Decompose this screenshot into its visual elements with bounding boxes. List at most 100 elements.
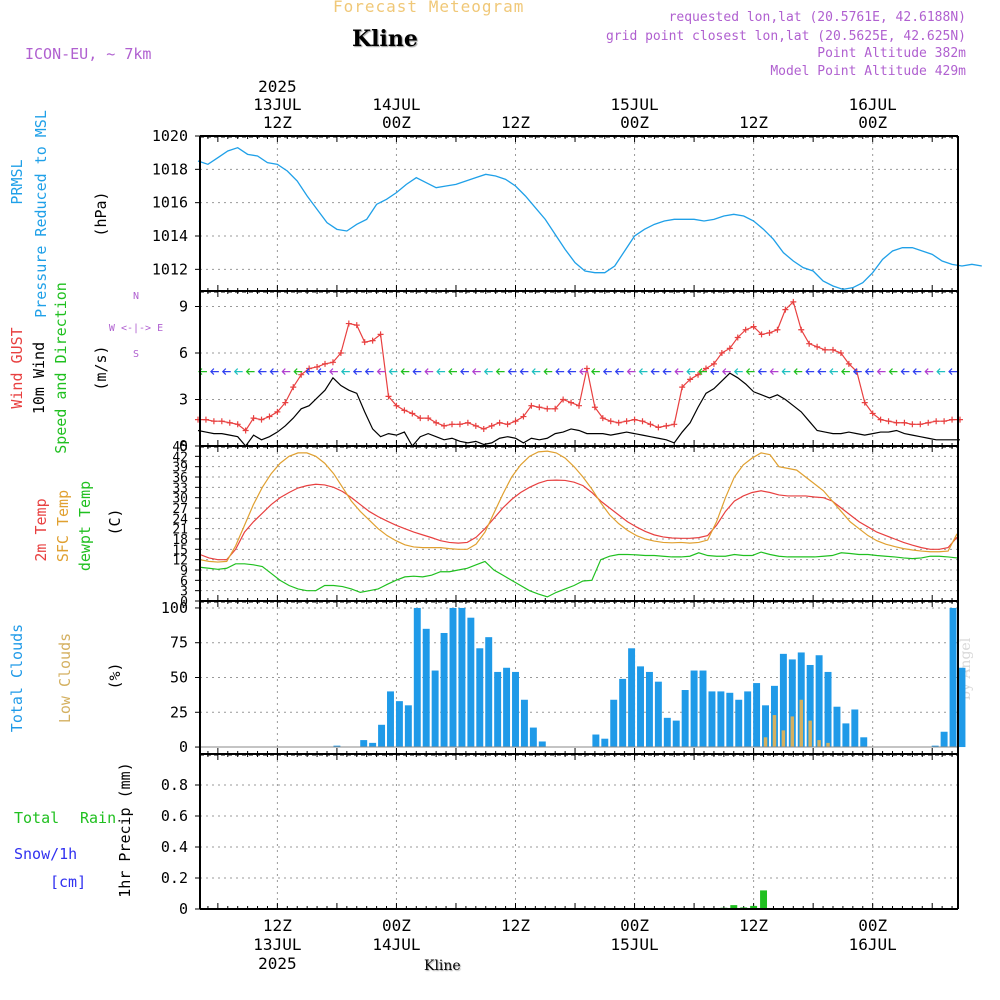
total-cloud-bar xyxy=(610,699,618,748)
y-tick-label: 0.8 xyxy=(161,776,188,794)
total-cloud-bar xyxy=(681,690,689,748)
wind-gust-marker xyxy=(607,418,614,425)
wind-arrow xyxy=(352,368,362,376)
wind-arrow xyxy=(662,368,672,376)
total-cloud-bar xyxy=(395,701,403,748)
total-cloud-bar xyxy=(404,705,412,748)
total-cloud-bar xyxy=(753,683,761,748)
temp-sfc-line xyxy=(199,450,958,563)
wind-arrow xyxy=(495,368,505,376)
total-cloud-bar xyxy=(645,671,653,748)
total-cloud-bar xyxy=(369,742,377,748)
total-cloud-bar xyxy=(779,653,787,748)
wind-gust-marker xyxy=(361,339,368,346)
low-clouds-label: Low Clouds xyxy=(56,633,74,723)
time-label-top: 00Z xyxy=(858,113,887,132)
y-tick-label: 6 xyxy=(179,344,188,362)
total-cloud-bar xyxy=(619,678,627,748)
time-label-bottom: 14JUL xyxy=(372,935,420,954)
wind-arrow xyxy=(555,368,565,376)
total-cloud-bar xyxy=(654,681,662,748)
wind-arrow xyxy=(460,368,469,376)
wind-gust-marker xyxy=(449,421,456,428)
wind-gust-marker xyxy=(345,320,352,327)
wind-arrow xyxy=(936,368,946,376)
wind-gust-marker xyxy=(266,413,273,420)
total-cloud-bar xyxy=(520,699,528,748)
wind-arrow xyxy=(269,368,279,376)
wind-arrow xyxy=(257,368,267,376)
wind-arrow xyxy=(948,368,958,376)
wind-arrow xyxy=(531,368,541,376)
time-label-top: 12Z xyxy=(263,113,292,132)
wind-gust-marker xyxy=(472,422,479,429)
temp-2m-line xyxy=(199,479,958,561)
wind-arrow xyxy=(686,368,696,376)
total-cloud-bar xyxy=(931,745,939,748)
total-cloud-bar xyxy=(744,691,752,748)
time-label-top: 15JUL xyxy=(610,95,658,114)
y-tick-label: 45 xyxy=(172,440,188,455)
wind-arrow xyxy=(829,368,838,376)
total-cloud-bar xyxy=(717,691,725,748)
wind-gust-marker xyxy=(774,326,781,333)
wind-arrow xyxy=(614,368,624,376)
y-tick-label: 100 xyxy=(161,599,188,617)
total-cloud-bar xyxy=(940,731,948,748)
wind-arrow xyxy=(305,368,315,376)
wind-arrow xyxy=(210,368,219,376)
y-tick-label: 6 xyxy=(180,574,188,589)
wind-gust-marker xyxy=(576,402,582,409)
y-tick-label: 1018 xyxy=(152,160,188,178)
y-tick-label: 1014 xyxy=(152,227,188,245)
low-cloud-bar xyxy=(817,740,821,748)
wind-gust-marker xyxy=(306,365,313,372)
wind-gust-marker xyxy=(425,415,432,422)
wind-arrow xyxy=(448,368,457,376)
total-cloud-bar xyxy=(378,724,386,748)
wind-arrow xyxy=(364,368,374,376)
total-cloud-bar xyxy=(842,723,850,748)
wind-gust-marker xyxy=(829,346,836,353)
wind-arrow xyxy=(340,368,350,376)
wind-gust-marker xyxy=(329,359,336,366)
total-cloud-bar xyxy=(592,734,600,748)
wind-gust-marker xyxy=(782,306,789,313)
temp-unit-label: (C) xyxy=(106,508,124,535)
cloud-unit-label: (%) xyxy=(106,662,124,689)
wind-speed-label: 10m Wind xyxy=(30,342,48,414)
y-tick-label: 27 xyxy=(172,502,188,517)
precip-unit-label: 1hr Precip (mm) xyxy=(116,762,134,897)
wind-gust-marker xyxy=(520,413,527,420)
wind-gust-marker xyxy=(298,371,305,378)
wind-gust-marker xyxy=(441,422,448,429)
precip-legend-cm: [cm] xyxy=(50,873,86,891)
low-cloud-bar xyxy=(763,737,768,748)
wind-arrow xyxy=(626,368,636,376)
wind-gust-marker xyxy=(464,419,471,426)
wind-arrow xyxy=(912,368,922,376)
wind-gust-marker xyxy=(560,396,567,403)
wind-gust-marker xyxy=(750,323,757,330)
wind-gust-marker xyxy=(639,418,646,425)
total-cloud-bar xyxy=(494,671,502,748)
total-cloud-bar xyxy=(413,607,421,748)
wind-gust-marker xyxy=(933,418,940,425)
wind-gust-marker xyxy=(282,399,289,406)
pressure-label: PRMSL xyxy=(8,159,26,204)
temp-dew-label: dewpt Temp xyxy=(76,481,94,571)
time-label-bottom: 15JUL xyxy=(610,935,658,954)
wind-gust-marker xyxy=(568,399,575,406)
wind-arrow xyxy=(519,368,529,376)
total-cloud-bar xyxy=(458,607,466,748)
wind-gust-marker xyxy=(941,418,948,425)
total-cloud-bar xyxy=(708,691,716,748)
total-cloud-bar xyxy=(815,655,823,748)
wind-gust-marker xyxy=(901,419,908,426)
total-cloud-bar xyxy=(699,670,707,748)
y-tick-label: 0 xyxy=(180,595,188,610)
wind-gust-marker xyxy=(687,376,694,383)
wind-gust-marker xyxy=(814,343,821,350)
total-cloud-bar xyxy=(538,741,546,748)
